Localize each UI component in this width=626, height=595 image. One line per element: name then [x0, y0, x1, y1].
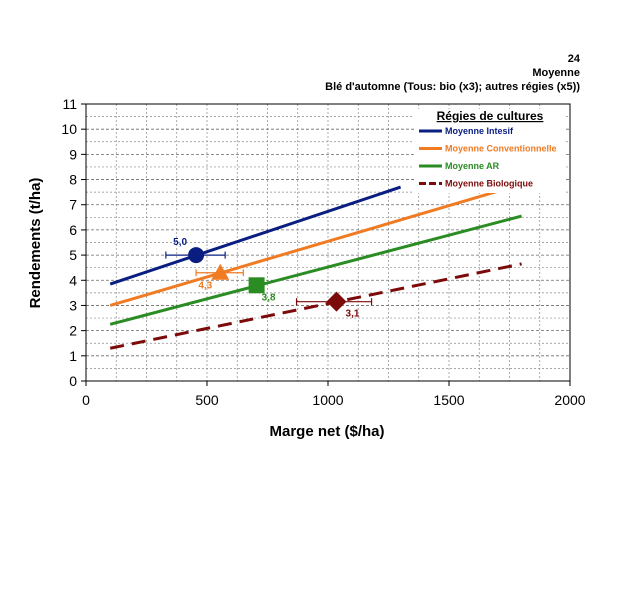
x-tick-label: 1500 — [433, 392, 464, 408]
axes: 0 1 2 3 4 5 6 7 8 9 10 11 0 500 1000 1500 2000 — [61, 96, 585, 408]
data-point — [248, 277, 265, 294]
legend-label: Moyenne AR — [445, 161, 500, 171]
chart-header-subtitle: Moyenne — [532, 67, 580, 79]
chart-header-number: 24 — [567, 53, 580, 65]
legend-box — [414, 109, 566, 193]
data-label: 5,0 — [173, 237, 187, 248]
y-tick-label: 3 — [69, 297, 77, 313]
y-tick-label: 7 — [69, 197, 77, 213]
legend-label: Moyenne Conventionnelle — [445, 144, 557, 154]
y-tick-label: 11 — [62, 96, 77, 112]
data-label: 4,3 — [198, 281, 212, 292]
series-line — [109, 262, 522, 350]
series-line — [109, 185, 402, 286]
y-tick-label: 10 — [61, 121, 77, 137]
series-line — [109, 185, 513, 307]
data-markers: 5,0 4,3 3,8 3,1 — [165, 237, 373, 320]
y-tick-label: 0 — [69, 373, 77, 389]
data-label: 3,8 — [262, 292, 276, 303]
y-tick-label: 8 — [69, 172, 77, 188]
data-label: 3,1 — [346, 309, 360, 320]
y-tick-label: 2 — [69, 323, 77, 339]
legend: Régies de cultures Moyenne Intesif Moyenne… — [414, 109, 566, 193]
y-tick-label: 1 — [69, 348, 77, 364]
y-axis-title: Rendements (t/ha) — [27, 178, 44, 309]
data-point — [211, 263, 230, 280]
y-tick-label: 5 — [69, 247, 77, 263]
y-tick-label: 4 — [69, 272, 77, 288]
legend-label: Moyenne Biologique — [445, 179, 533, 189]
x-axis-title: Marge net ($/ha) — [269, 423, 384, 440]
data-point — [188, 247, 205, 264]
y-tick-label: 9 — [69, 146, 77, 162]
legend-label: Moyenne Intesif — [445, 126, 514, 136]
x-tick-label: 2000 — [554, 392, 585, 408]
x-tick-label: 500 — [195, 392, 219, 408]
chart-header-title: Blé d'automne (Tous: bio (x3); autres ré… — [325, 81, 580, 93]
series-line — [109, 214, 522, 326]
legend-title: Régies de cultures — [437, 109, 544, 123]
series-lines — [109, 185, 522, 350]
y-tick-label: 6 — [69, 222, 77, 238]
x-tick-label: 1000 — [312, 392, 343, 408]
x-tick-label: 0 — [82, 392, 90, 408]
data-point — [326, 291, 347, 312]
